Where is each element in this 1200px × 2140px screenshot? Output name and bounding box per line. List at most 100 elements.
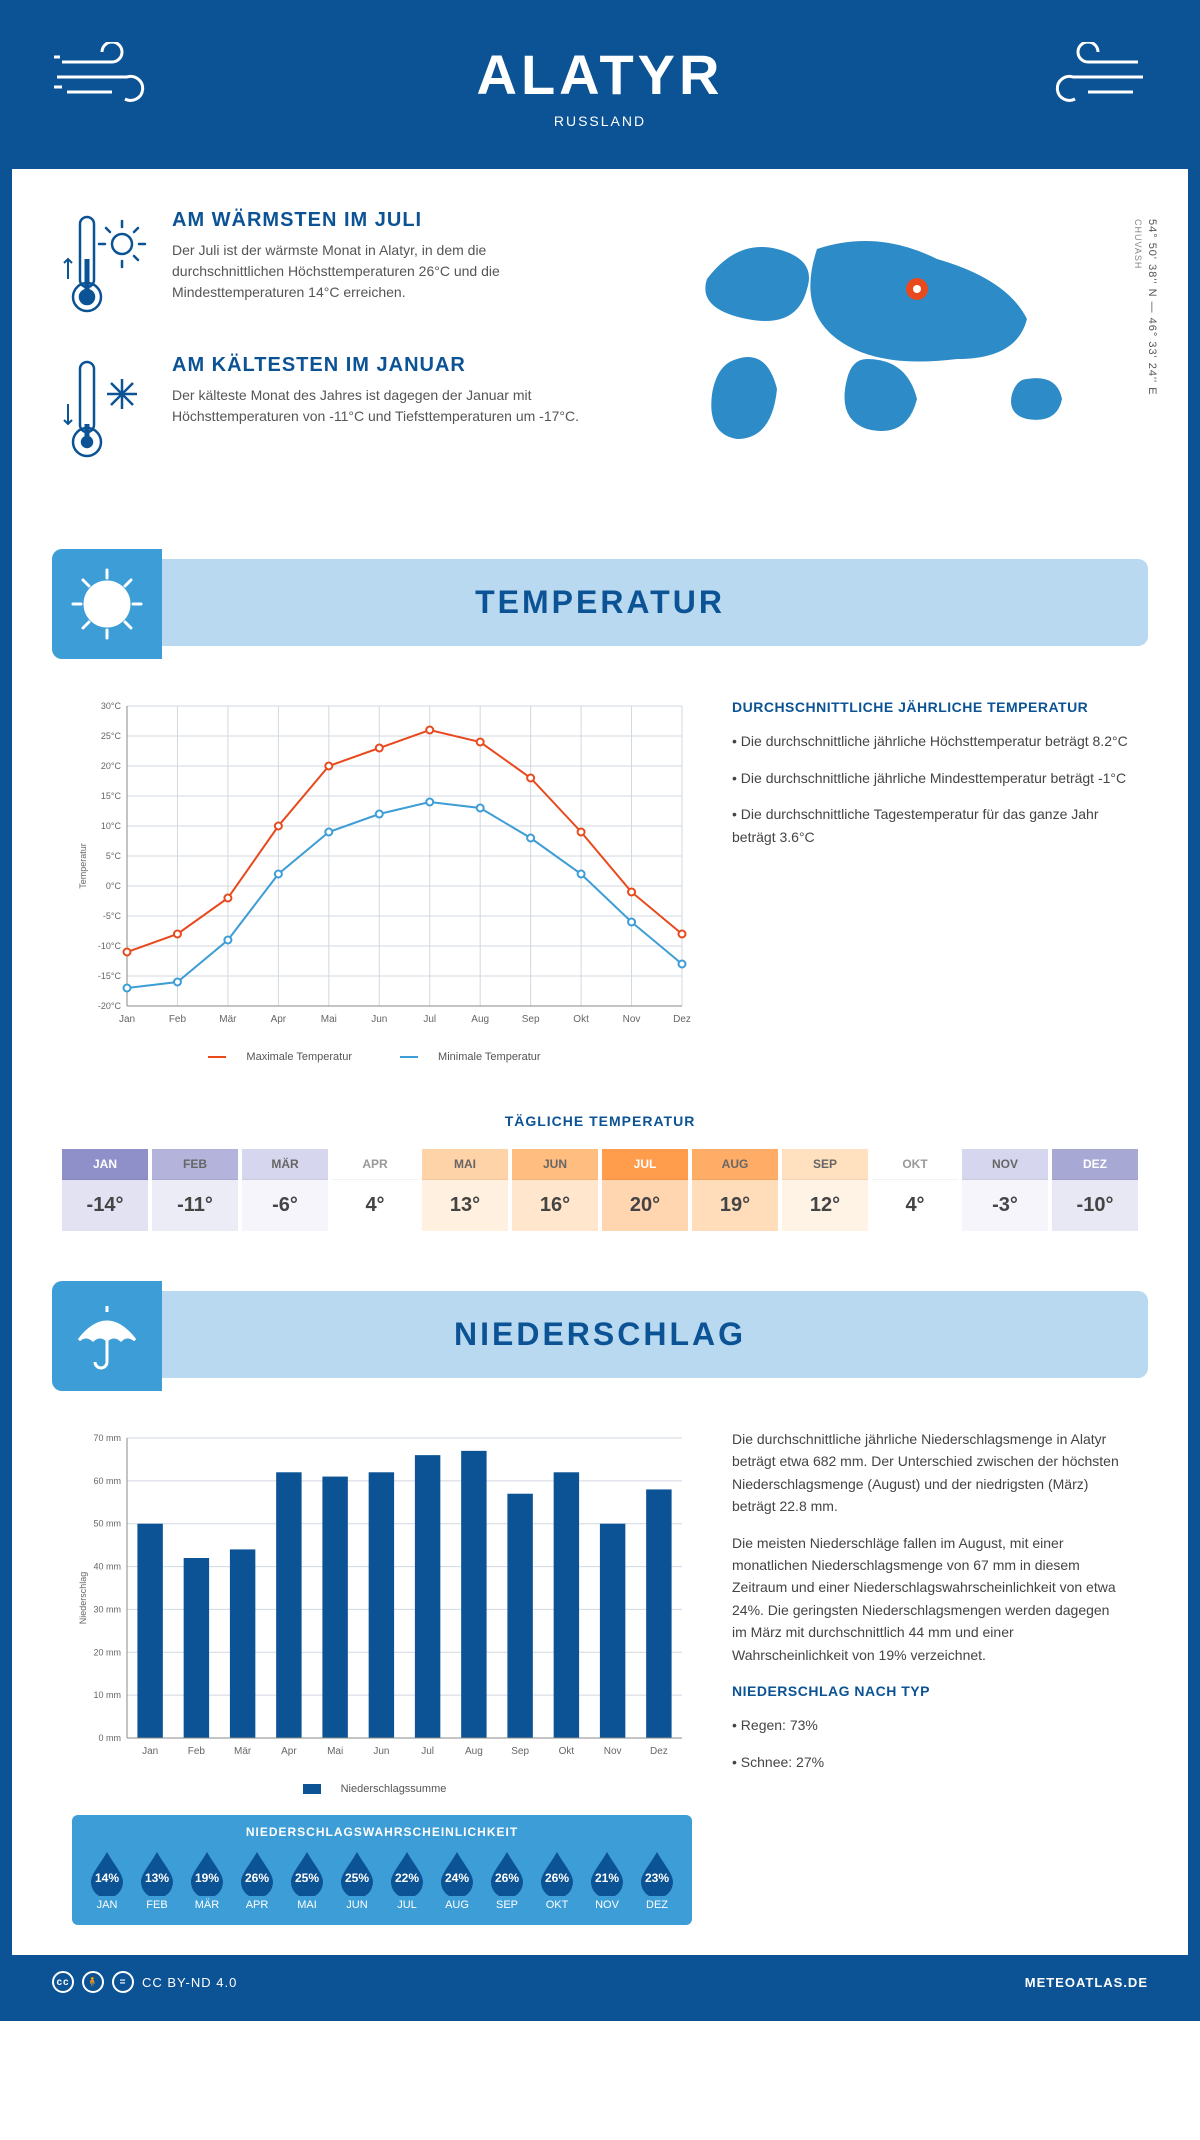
svg-text:Mai: Mai — [321, 1014, 337, 1025]
prob-drop: 19% MÄR — [185, 1849, 229, 1911]
warmest-text: Der Juli ist der wärmste Monat in Alatyr… — [172, 240, 592, 303]
svg-text:Sep: Sep — [511, 1746, 529, 1757]
world-map: CHUVASH 54° 50' 38'' N — 46° 33' 24'' E — [667, 209, 1138, 499]
temp-info-title: DURCHSCHNITTLICHE JÄHRLICHE TEMPERATUR — [732, 696, 1128, 718]
precip-p1: Die durchschnittliche jährliche Niedersc… — [732, 1428, 1128, 1518]
svg-text:10 mm: 10 mm — [93, 1690, 121, 1700]
svg-text:60 mm: 60 mm — [93, 1476, 121, 1486]
prob-drop: 14% JAN — [85, 1849, 129, 1911]
prob-drop: 23% DEZ — [635, 1849, 679, 1911]
svg-text:0°C: 0°C — [106, 881, 122, 891]
prob-drop: 26% OKT — [535, 1849, 579, 1911]
temperature-title: TEMPERATUR — [72, 584, 1128, 621]
coldest-fact: AM KÄLTESTEN IM JANUAR Der kälteste Mona… — [62, 354, 637, 469]
svg-text:5°C: 5°C — [106, 851, 122, 861]
svg-text:Okt: Okt — [573, 1014, 589, 1025]
svg-text:Feb: Feb — [188, 1746, 206, 1757]
temp-box: AUG 19° — [692, 1149, 778, 1231]
warmest-fact: AM WÄRMSTEN IM JULI Der Juli ist der wär… — [62, 209, 637, 324]
svg-text:Mai: Mai — [327, 1746, 343, 1757]
svg-text:Jan: Jan — [142, 1746, 158, 1757]
cc-icon: cc — [52, 1971, 74, 1993]
svg-text:25°C: 25°C — [101, 731, 122, 741]
svg-text:10°C: 10°C — [101, 821, 122, 831]
svg-text:Okt: Okt — [559, 1746, 575, 1757]
prob-title: NIEDERSCHLAGSWAHRSCHEINLICHKEIT — [82, 1825, 682, 1839]
prob-drop: 24% AUG — [435, 1849, 479, 1911]
wind-icon — [52, 42, 172, 117]
precip-probability: NIEDERSCHLAGSWAHRSCHEINLICHKEIT 14% JAN … — [72, 1815, 692, 1925]
coordinates: 54° 50' 38'' N — 46° 33' 24'' E — [1146, 219, 1158, 396]
svg-text:30 mm: 30 mm — [93, 1604, 121, 1614]
temp-bullet: • Die durchschnittliche jährliche Mindes… — [732, 767, 1128, 789]
temp-box: SEP 12° — [782, 1149, 868, 1231]
svg-text:Nov: Nov — [623, 1014, 641, 1025]
svg-text:20°C: 20°C — [101, 761, 122, 771]
temp-box: DEZ -10° — [1052, 1149, 1138, 1231]
temp-box: JAN -14° — [62, 1149, 148, 1231]
svg-text:-5°C: -5°C — [103, 911, 122, 921]
svg-text:20 mm: 20 mm — [93, 1647, 121, 1657]
precip-type-bullet: • Schnee: 27% — [732, 1751, 1128, 1773]
svg-text:Jun: Jun — [371, 1014, 387, 1025]
prob-drop: 26% APR — [235, 1849, 279, 1911]
svg-text:-15°C: -15°C — [98, 971, 122, 981]
svg-text:Aug: Aug — [471, 1014, 489, 1025]
country-label: RUSSLAND — [32, 113, 1168, 129]
sun-icon — [52, 549, 162, 659]
city-title: ALATYR — [32, 42, 1168, 107]
svg-text:Aug: Aug — [465, 1746, 483, 1757]
svg-text:Jan: Jan — [119, 1014, 135, 1025]
by-icon: 🧍 — [82, 1971, 104, 1993]
site-name: METEOATLAS.DE — [1025, 1975, 1148, 1990]
thermometer-sun-icon — [62, 209, 152, 324]
svg-text:40 mm: 40 mm — [93, 1562, 121, 1572]
svg-text:Apr: Apr — [271, 1014, 287, 1025]
umbrella-icon — [52, 1281, 162, 1391]
svg-text:-10°C: -10°C — [98, 941, 122, 951]
prob-drop: 22% JUL — [385, 1849, 429, 1911]
svg-text:Mär: Mär — [219, 1014, 237, 1025]
temperature-banner: TEMPERATUR — [52, 559, 1148, 646]
precip-chart: 0 mm 10 mm 20 mm 30 mm 40 mm 50 mm 60 mm 70 mm J… — [72, 1428, 692, 1795]
svg-text:Jul: Jul — [421, 1746, 434, 1757]
svg-text:Sep: Sep — [522, 1014, 540, 1025]
prob-drop: 26% SEP — [485, 1849, 529, 1911]
svg-text:30°C: 30°C — [101, 701, 122, 711]
prob-drop: 25% MAI — [285, 1849, 329, 1911]
daily-temp-title: TÄGLICHE TEMPERATUR — [12, 1113, 1188, 1129]
region-label: CHUVASH — [1133, 219, 1143, 269]
header: ALATYR RUSSLAND — [12, 12, 1188, 169]
svg-text:50 mm: 50 mm — [93, 1519, 121, 1529]
prob-drop: 25% JUN — [335, 1849, 379, 1911]
svg-text:Jun: Jun — [373, 1746, 389, 1757]
temperature-info: DURCHSCHNITTLICHE JÄHRLICHE TEMPERATUR •… — [732, 696, 1128, 1063]
precip-p2: Die meisten Niederschläge fallen im Augu… — [732, 1532, 1128, 1666]
svg-text:Mär: Mär — [234, 1746, 252, 1757]
wind-icon — [1028, 42, 1148, 117]
svg-text:-20°C: -20°C — [98, 1001, 122, 1011]
precip-type-title: NIEDERSCHLAG NACH TYP — [732, 1680, 1128, 1702]
svg-text:70 mm: 70 mm — [93, 1433, 121, 1443]
svg-text:0 mm: 0 mm — [99, 1733, 122, 1743]
precip-title: NIEDERSCHLAG — [72, 1316, 1128, 1353]
prob-drop: 13% FEB — [135, 1849, 179, 1911]
temp-box: APR 4° — [332, 1149, 418, 1231]
svg-text:Dez: Dez — [650, 1746, 668, 1757]
coldest-text: Der kälteste Monat des Jahres ist dagege… — [172, 385, 592, 427]
thermometer-snow-icon — [62, 354, 152, 469]
svg-text:Feb: Feb — [169, 1014, 187, 1025]
daily-temp-boxes: JAN -14°FEB -11°MÄR -6°APR 4°MAI 13°JUN … — [12, 1149, 1188, 1271]
temp-box: FEB -11° — [152, 1149, 238, 1231]
svg-text:Apr: Apr — [281, 1746, 297, 1757]
nd-icon: = — [112, 1971, 134, 1993]
coldest-title: AM KÄLTESTEN IM JANUAR — [172, 354, 592, 377]
svg-text:15°C: 15°C — [101, 791, 122, 801]
svg-text:Temperatur: Temperatur — [78, 843, 88, 889]
temperature-chart: -20°C -15°C -10°C -5°C 0°C 5°C 10°C 15°C 20°C 25°… — [72, 696, 692, 1063]
temp-box: NOV -3° — [962, 1149, 1048, 1231]
precip-legend: Niederschlagssumme — [72, 1783, 692, 1795]
warmest-title: AM WÄRMSTEN IM JULI — [172, 209, 592, 232]
prob-drop: 21% NOV — [585, 1849, 629, 1911]
temp-legend: Maximale Temperatur Minimale Temperatur — [72, 1051, 692, 1063]
